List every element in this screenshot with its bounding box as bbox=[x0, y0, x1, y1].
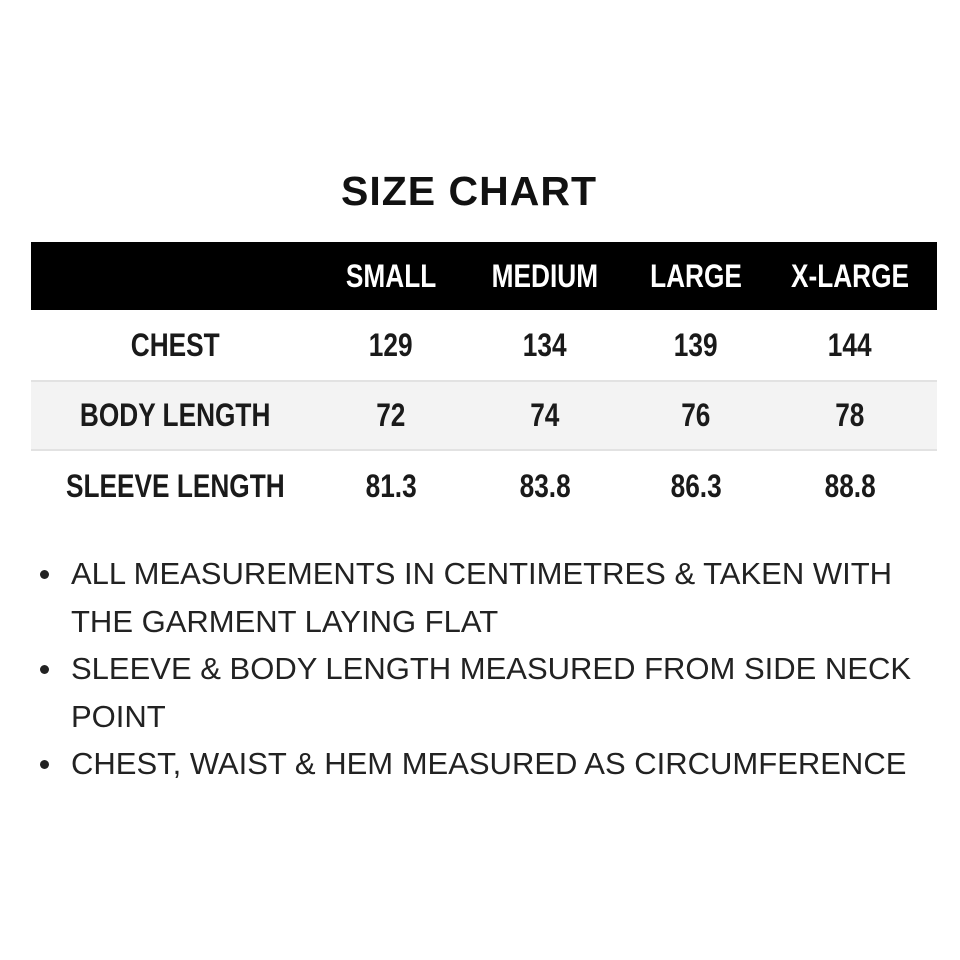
cell-value: 86.3 bbox=[670, 467, 722, 504]
table-cell: 88.8 bbox=[750, 451, 950, 521]
row-label-text: BODY LENGTH bbox=[79, 397, 271, 433]
bullet-icon bbox=[40, 570, 49, 579]
row-label: BODY LENGTH bbox=[25, 382, 325, 449]
note-text: CHEST, WAIST & HEM MEASURED AS CIRCUMFER… bbox=[71, 746, 907, 781]
cell-value: 83.8 bbox=[519, 467, 571, 504]
table-cell: 83.8 bbox=[445, 451, 645, 521]
measurement-notes: ALL MEASUREMENTS IN CENTIMETRES & TAKEN … bbox=[40, 550, 920, 788]
page-title: SIZE CHART bbox=[341, 168, 597, 214]
table-header-row: SMALL MEDIUM LARGE X-LARGE bbox=[31, 242, 937, 310]
header-label: LARGE bbox=[650, 257, 742, 294]
row-label: SLEEVE LENGTH bbox=[25, 451, 325, 521]
row-label: CHEST bbox=[25, 310, 325, 380]
table-cell: 134 bbox=[445, 310, 645, 380]
header-medium: MEDIUM bbox=[445, 242, 645, 310]
note-item: ALL MEASUREMENTS IN CENTIMETRES & TAKEN … bbox=[40, 550, 920, 645]
table-cell: 78 bbox=[750, 382, 950, 449]
header-label: SMALL bbox=[345, 257, 437, 294]
header-label: MEDIUM bbox=[491, 257, 599, 294]
cell-value: 88.8 bbox=[824, 467, 876, 504]
size-table: SMALL MEDIUM LARGE X-LARGE CHEST 129 134… bbox=[31, 242, 937, 521]
note-item: SLEEVE & BODY LENGTH MEASURED FROM SIDE … bbox=[40, 645, 920, 740]
table-cell: 81.3 bbox=[291, 451, 491, 521]
cell-value: 81.3 bbox=[365, 467, 417, 504]
table-cell: 72 bbox=[291, 382, 491, 449]
bullet-icon bbox=[40, 665, 49, 674]
row-label-text: CHEST bbox=[130, 326, 220, 363]
row-label-text: SLEEVE LENGTH bbox=[65, 467, 285, 504]
cell-value: 129 bbox=[369, 326, 413, 363]
header-x-large: X-LARGE bbox=[750, 242, 950, 310]
cell-value: 134 bbox=[523, 326, 567, 363]
table-row-chest: CHEST 129 134 139 144 bbox=[31, 310, 937, 380]
note-text: SLEEVE & BODY LENGTH MEASURED FROM SIDE … bbox=[71, 651, 912, 734]
table-cell: 139 bbox=[596, 310, 796, 380]
cell-value: 78 bbox=[835, 397, 865, 433]
cell-value: 139 bbox=[674, 326, 718, 363]
header-large: LARGE bbox=[596, 242, 796, 310]
table-row-sleeve-length: SLEEVE LENGTH 81.3 83.8 86.3 88.8 bbox=[31, 451, 937, 521]
table-row-body-length: BODY LENGTH 72 74 76 78 bbox=[31, 380, 937, 451]
bullet-icon bbox=[40, 760, 49, 769]
cell-value: 74 bbox=[530, 397, 560, 433]
table-cell: 74 bbox=[445, 382, 645, 449]
note-item: CHEST, WAIST & HEM MEASURED AS CIRCUMFER… bbox=[40, 740, 920, 788]
cell-value: 72 bbox=[376, 397, 406, 433]
header-label: X-LARGE bbox=[790, 257, 910, 294]
table-cell: 86.3 bbox=[596, 451, 796, 521]
table-cell: 144 bbox=[750, 310, 950, 380]
note-text: ALL MEASUREMENTS IN CENTIMETRES & TAKEN … bbox=[71, 556, 893, 639]
table-cell: 76 bbox=[596, 382, 796, 449]
table-cell: 129 bbox=[291, 310, 491, 380]
cell-value: 144 bbox=[828, 326, 872, 363]
header-small: SMALL bbox=[291, 242, 491, 310]
cell-value: 76 bbox=[681, 397, 711, 433]
